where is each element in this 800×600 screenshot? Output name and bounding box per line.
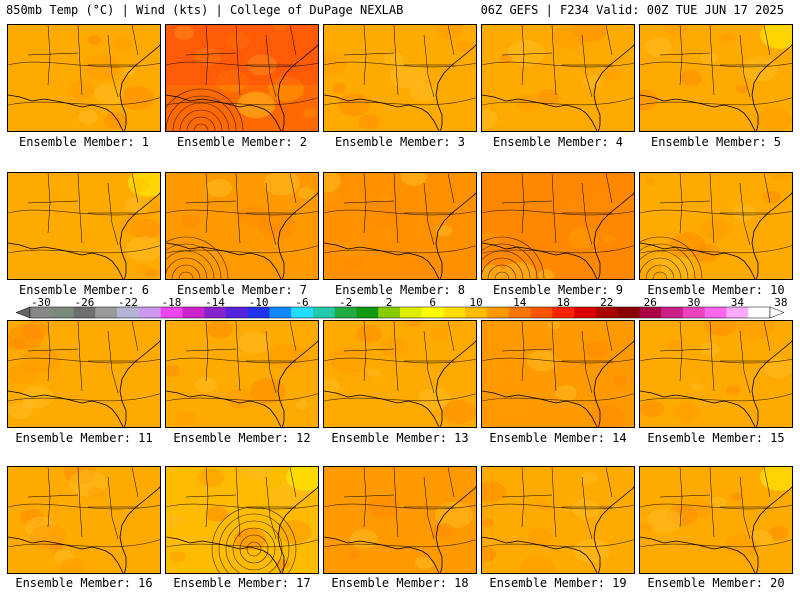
ensemble-panel-18 — [323, 466, 477, 574]
colorbar-tick: -14 — [205, 296, 225, 309]
ensemble-member-label: Ensemble Member: 7 — [176, 283, 308, 297]
map-title: 850mb Temp (°C) | Wind (kts) | College o… — [6, 3, 404, 17]
ensemble-panel-19 — [481, 466, 635, 574]
ensemble-panel-3 — [323, 24, 477, 132]
temperature-map — [324, 321, 476, 427]
colorbar-tick: -10 — [248, 296, 269, 309]
temperature-map — [482, 321, 634, 427]
ensemble-panel-5 — [639, 24, 793, 132]
temperature-map — [324, 173, 476, 279]
temperature-map — [640, 25, 792, 131]
temperature-map — [166, 321, 318, 427]
colorbar-tick: 38 — [774, 296, 788, 309]
ensemble-member-label: Ensemble Member: 6 — [18, 283, 150, 297]
temperature-map — [640, 173, 792, 279]
ensemble-member-label: Ensemble Member: 12 — [173, 431, 311, 445]
temperature-map — [482, 25, 634, 131]
temperature-map — [324, 467, 476, 573]
ensemble-panel-1 — [7, 24, 161, 132]
ensemble-member-label: Ensemble Member: 16 — [15, 576, 153, 590]
colorbar-tick: -6 — [295, 296, 309, 309]
colorbar-tick: 14 — [513, 296, 527, 309]
ensemble-member-label: Ensemble Member: 8 — [334, 283, 466, 297]
ensemble-member-label: Ensemble Member: 10 — [647, 283, 785, 297]
temperature-map — [482, 173, 634, 279]
ensemble-panel-12 — [165, 320, 319, 428]
colorbar-tick: -30 — [30, 296, 51, 309]
ensemble-panel-15 — [639, 320, 793, 428]
ensemble-panel-14 — [481, 320, 635, 428]
ensemble-member-label: Ensemble Member: 2 — [176, 135, 308, 149]
colorbar-tick: 18 — [556, 296, 570, 309]
ensemble-member-label: Ensemble Member: 19 — [489, 576, 627, 590]
colorbar-tick: -18 — [161, 296, 182, 309]
ensemble-panel-11 — [7, 320, 161, 428]
colorbar-tick: 6 — [429, 296, 436, 309]
colorbar-tick: 10 — [469, 296, 483, 309]
ensemble-member-label: Ensemble Member: 18 — [331, 576, 469, 590]
temperature-map — [482, 467, 634, 573]
ensemble-panel-2 — [165, 24, 319, 132]
colorbar-tick: 30 — [687, 296, 701, 309]
temperature-map — [8, 173, 160, 279]
temperature-map — [324, 25, 476, 131]
ensemble-member-label: Ensemble Member: 1 — [18, 135, 150, 149]
ensemble-member-label: Ensemble Member: 4 — [492, 135, 624, 149]
temperature-map — [166, 25, 318, 131]
ensemble-panel-8 — [323, 172, 477, 280]
temperature-colorbar — [15, 306, 785, 319]
ensemble-member-label: Ensemble Member: 14 — [489, 431, 627, 445]
ensemble-member-label: Ensemble Member: 9 — [492, 283, 624, 297]
temperature-map — [8, 467, 160, 573]
ensemble-member-label: Ensemble Member: 5 — [650, 135, 782, 149]
colorbar-tick: 2 — [385, 296, 393, 309]
ensemble-panel-13 — [323, 320, 477, 428]
ensemble-member-label: Ensemble Member: 3 — [334, 135, 466, 149]
ensemble-member-label: Ensemble Member: 20 — [647, 576, 785, 590]
ensemble-panel-16 — [7, 466, 161, 574]
ensemble-member-label: Ensemble Member: 17 — [173, 576, 311, 590]
temperature-map — [166, 173, 318, 279]
ensemble-panel-7 — [165, 172, 319, 280]
temperature-map — [640, 321, 792, 427]
temperature-map — [166, 467, 318, 573]
colorbar-tick: 22 — [600, 296, 614, 309]
ensemble-panel-17 — [165, 466, 319, 574]
colorbar-tick: 26 — [643, 296, 657, 309]
ensemble-panel-9 — [481, 172, 635, 280]
ensemble-member-label: Ensemble Member: 15 — [647, 431, 785, 445]
ensemble-panel-10 — [639, 172, 793, 280]
run-valid-time: 06Z GEFS | F234 Valid: 00Z TUE JUN 17 20… — [480, 3, 784, 17]
colorbar-tick: -22 — [118, 296, 138, 309]
ensemble-panel-20 — [639, 466, 793, 574]
colorbar-tick: 34 — [730, 296, 744, 309]
temperature-map — [8, 321, 160, 427]
temperature-map — [8, 25, 160, 131]
ensemble-panel-6 — [7, 172, 161, 280]
colorbar-tick: -26 — [74, 296, 95, 309]
ensemble-member-label: Ensemble Member: 11 — [15, 431, 153, 445]
temperature-map — [640, 467, 792, 573]
ensemble-member-label: Ensemble Member: 13 — [331, 431, 469, 445]
colorbar-tick: -2 — [338, 296, 353, 309]
ensemble-panel-4 — [481, 24, 635, 132]
